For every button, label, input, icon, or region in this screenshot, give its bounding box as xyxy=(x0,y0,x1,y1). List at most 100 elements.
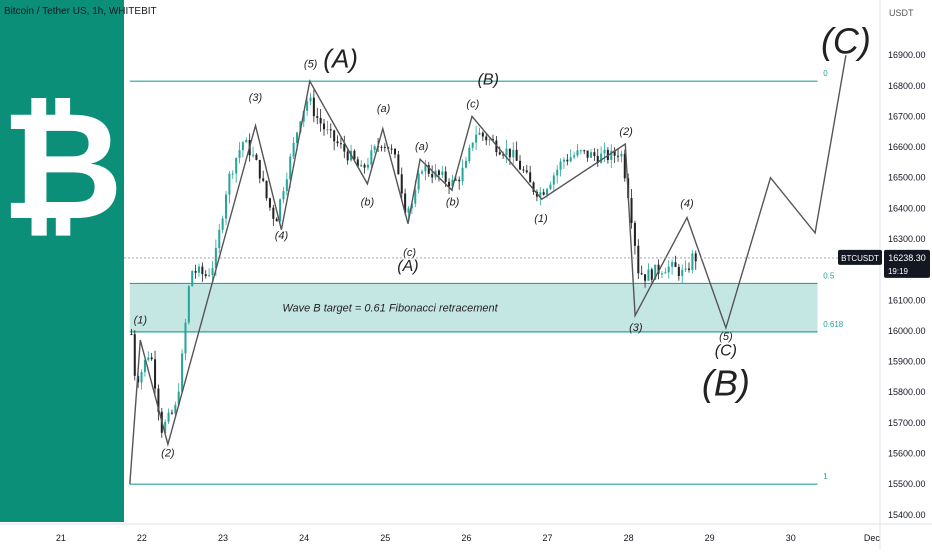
candle-body xyxy=(461,167,464,182)
y-tick-0: 16900.00 xyxy=(888,50,926,60)
candle-57 xyxy=(323,118,326,136)
symbol-title: Bitcoin / Tether US, 1h, WHITEBIT xyxy=(4,6,157,17)
candle-137 xyxy=(593,148,596,162)
candle-body xyxy=(640,273,643,275)
candle-0 xyxy=(130,328,133,336)
candle-154 xyxy=(650,267,653,283)
last-price-tag: BTCUSDT 16238.30 19:19 xyxy=(838,249,930,278)
candle-52 xyxy=(306,97,309,116)
x-tick-1: 22 xyxy=(137,533,147,543)
candle-115 xyxy=(519,155,522,171)
fibonacci-retracement[interactable]: 0 0.5 0.618 1 xyxy=(129,69,844,485)
candle-body xyxy=(187,286,190,323)
candle-143 xyxy=(613,147,616,163)
candle-149 xyxy=(633,220,636,255)
y-tick-1: 16800.00 xyxy=(888,81,926,91)
candle-77 xyxy=(390,144,393,155)
x-tick-7: 28 xyxy=(624,533,634,543)
candle-body xyxy=(306,101,309,111)
elliott-wave-path[interactable] xyxy=(129,55,847,485)
candle-body xyxy=(197,266,200,273)
candle-body xyxy=(407,208,410,213)
candle-32 xyxy=(238,142,241,164)
candle-78 xyxy=(393,148,396,159)
candle-body xyxy=(427,165,430,174)
wave-label-15: (2) xyxy=(619,126,633,138)
wave-label-17: (4) xyxy=(680,198,694,210)
candle-body xyxy=(529,172,532,183)
candle-body xyxy=(647,269,650,281)
candle-body xyxy=(339,143,342,145)
candle-body xyxy=(485,136,488,141)
y-tick-9: 16000.00 xyxy=(888,326,926,336)
candle-body xyxy=(383,146,386,148)
x-tick-10: Dec xyxy=(864,533,881,543)
candle-20 xyxy=(197,263,200,277)
candle-3 xyxy=(140,369,143,390)
candle-162 xyxy=(677,263,680,281)
candle-135 xyxy=(586,150,589,162)
candle-body xyxy=(444,171,447,182)
candle-165 xyxy=(687,262,691,273)
candle-body xyxy=(417,173,420,190)
fib-level-label-2: 0.618 xyxy=(823,320,844,329)
wave-label-2: (3) xyxy=(249,92,263,104)
wave-label-19: (C) xyxy=(715,342,737,359)
candle-body xyxy=(295,132,298,143)
candle-body xyxy=(451,179,454,187)
candle-body xyxy=(522,169,525,171)
candle-167 xyxy=(694,250,697,270)
candle-body xyxy=(502,154,505,156)
candle-11 xyxy=(167,408,170,425)
candle-body xyxy=(333,130,336,142)
candle-body xyxy=(562,159,565,162)
candle-body xyxy=(201,266,204,275)
candle-body xyxy=(262,178,265,181)
x-tick-0: 21 xyxy=(56,533,66,543)
candle-161 xyxy=(674,255,677,268)
y-tick-12: 15700.00 xyxy=(888,418,926,428)
candle-body xyxy=(130,334,133,336)
wave-label-12: (c) xyxy=(466,98,479,110)
bitcoin-icon: ₿ xyxy=(1,82,123,250)
candle-144 xyxy=(617,148,620,162)
candle-body xyxy=(143,360,146,373)
candle-body xyxy=(677,266,680,276)
candle-118 xyxy=(529,165,532,183)
candle-body xyxy=(366,164,369,168)
candle-body xyxy=(657,264,660,274)
candle-24 xyxy=(211,261,214,283)
candle-body xyxy=(687,268,691,270)
candle-body xyxy=(360,164,363,167)
y-tick-2: 16700.00 xyxy=(888,111,926,121)
candle-113 xyxy=(512,142,515,165)
candle-128 xyxy=(562,157,565,169)
candle-body xyxy=(674,262,677,267)
wave-label-11: (b) xyxy=(446,196,460,208)
candle-139 xyxy=(600,146,603,164)
candle-87 xyxy=(424,159,427,181)
candle-body xyxy=(292,142,295,157)
x-tick-2: 23 xyxy=(218,533,228,543)
price-axis[interactable]: 16900.00 16800.00 16700.00 16600.00 16500.00… xyxy=(888,50,926,520)
candle-body xyxy=(424,165,427,172)
candle-63 xyxy=(343,135,346,159)
candle-body xyxy=(505,148,508,155)
candle-46 xyxy=(285,172,288,196)
candle-42 xyxy=(272,204,275,227)
candle-69 xyxy=(363,163,366,174)
wave-label-7: (b) xyxy=(361,196,375,208)
x-tick-3: 24 xyxy=(299,533,309,543)
y-tick-10: 15900.00 xyxy=(888,357,926,367)
x-tick-9: 30 xyxy=(786,533,796,543)
candle-133 xyxy=(579,149,582,155)
candle-body xyxy=(225,194,228,219)
wave-polyline[interactable] xyxy=(129,55,847,485)
candle-103 xyxy=(478,127,481,136)
candle-body xyxy=(238,150,241,159)
candle-75 xyxy=(383,143,386,152)
candle-91 xyxy=(437,169,440,182)
time-axis[interactable]: 21 22 23 24 25 26 27 28 29 30 Dec xyxy=(56,533,881,543)
